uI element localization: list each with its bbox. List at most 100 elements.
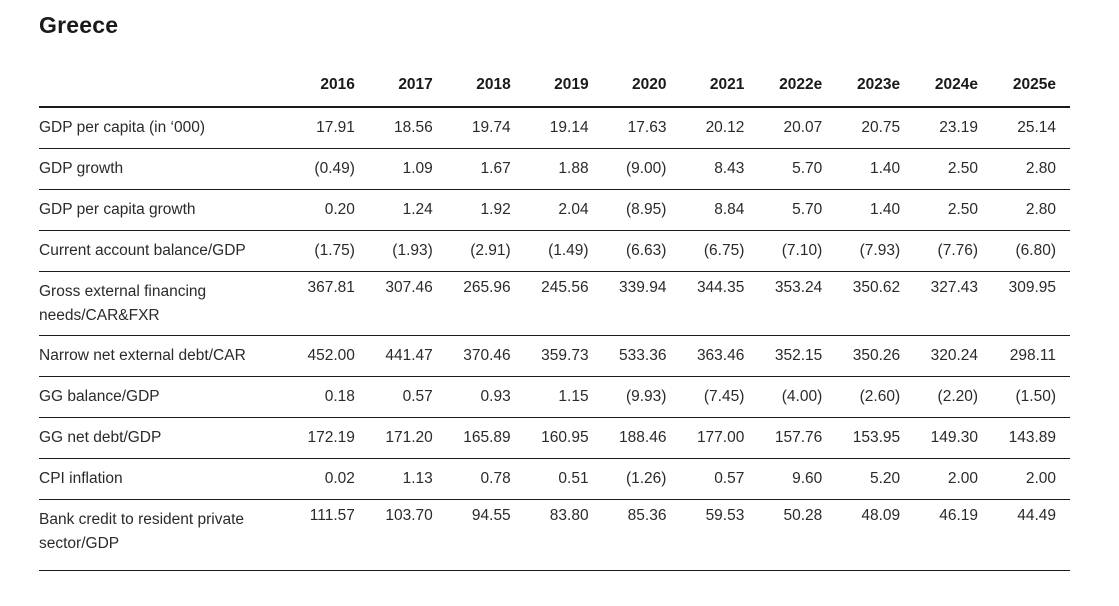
table-cell: 0.02: [291, 458, 369, 500]
row-label: Bank credit to resident private sector/G…: [39, 499, 292, 571]
table-cell: 363.46: [680, 335, 759, 377]
table-cell: 5.70: [758, 189, 837, 231]
table-cell: (8.95): [602, 189, 681, 231]
table-cell: 85.36: [602, 499, 681, 571]
table-cell: (1.50): [992, 376, 1070, 418]
table-cell: 83.80: [524, 499, 603, 571]
column-header: 2019: [524, 64, 603, 108]
table-cell: (4.00): [758, 376, 837, 418]
table-cell: 177.00: [680, 417, 759, 459]
table-cell: 46.19: [914, 499, 993, 571]
table-cell: 18.56: [368, 107, 447, 149]
table-cell: 160.95: [524, 417, 603, 459]
row-label: GG balance/GDP: [39, 376, 292, 418]
table-row: GDP per capita (in ‘000) 17.91 18.56 19.74 1…: [39, 107, 1070, 149]
table-cell: 48.09: [836, 499, 915, 571]
table-cell: 17.91: [291, 107, 369, 149]
table-cell: 5.20: [836, 458, 915, 500]
table-cell: 2.80: [992, 189, 1070, 231]
table-cell: 50.28: [758, 499, 837, 571]
column-header: 2020: [602, 64, 681, 108]
table-row: Current account balance/GDP (1.75) (1.93)(…: [39, 230, 1070, 272]
table-header-row: 2016 2017 2018 2019 2020 2021 2022e 2023e 2024e 2…: [39, 64, 1070, 108]
table-cell: 5.70: [758, 148, 837, 190]
column-header: 2025e: [992, 64, 1070, 108]
table-cell: 20.07: [758, 107, 837, 149]
row-label: Current account balance/GDP: [39, 230, 292, 272]
table-cell: 359.73: [524, 335, 603, 377]
table-cell: (2.20): [914, 376, 993, 418]
table-cell: 25.14: [992, 107, 1070, 149]
table-cell: 20.75: [836, 107, 915, 149]
table-cell: (0.49): [291, 148, 369, 190]
table-cell: 8.43: [680, 148, 759, 190]
table-cell: 265.96: [446, 271, 525, 336]
table-cell: 298.11: [992, 335, 1070, 377]
table-cell: 0.51: [524, 458, 603, 500]
table-cell: 307.46: [368, 271, 447, 336]
table-cell: 2.50: [914, 189, 993, 231]
table-cell: 111.57: [291, 499, 369, 571]
table-cell: 149.30: [914, 417, 993, 459]
table-cell: 2.00: [914, 458, 993, 500]
table-cell: (7.45): [680, 376, 759, 418]
column-header: 2018: [446, 64, 525, 108]
row-label: GG net debt/GDP: [39, 417, 292, 459]
table-cell: 1.40: [836, 189, 915, 231]
table-cell: (2.60): [836, 376, 915, 418]
table-cell: 1.92: [446, 189, 525, 231]
page-title: Greece: [39, 12, 119, 38]
table-cell: (7.93): [836, 230, 915, 272]
row-label: Gross external financing needs/CAR&FXR: [39, 271, 292, 336]
row-label: CPI inflation: [39, 458, 292, 500]
table-cell: (6.75): [680, 230, 759, 272]
table-cell: 8.84: [680, 189, 759, 231]
table-cell: 172.19: [291, 417, 369, 459]
table-cell: 143.89: [992, 417, 1070, 459]
table-cell: 157.76: [758, 417, 837, 459]
column-header: 2021: [680, 64, 759, 108]
row-label: GDP growth: [39, 148, 292, 190]
table-row: GG net debt/GDP 172.19 171.20 165.89 160.95 1…: [39, 417, 1070, 459]
table-row: Gross external financing needs/CAR&FXR 36…: [39, 271, 1070, 336]
table-cell: 2.00: [992, 458, 1070, 500]
column-header: 2024e: [914, 64, 993, 108]
table-cell: 370.46: [446, 335, 525, 377]
table-cell: 0.20: [291, 189, 369, 231]
column-header: 2023e: [836, 64, 915, 108]
table-cell: 0.78: [446, 458, 525, 500]
table-cell: 0.57: [680, 458, 759, 500]
table-row: GDP growth (0.49) 1.09 1.67 1.88 (9.00) 8.43 5.…: [39, 148, 1070, 190]
table-cell: 1.88: [524, 148, 603, 190]
table-cell: (1.49): [524, 230, 603, 272]
table-cell: 1.24: [368, 189, 447, 231]
table-cell: 59.53: [680, 499, 759, 571]
column-header-label: [39, 64, 292, 108]
table-cell: 1.15: [524, 376, 603, 418]
row-label: GDP per capita (in ‘000): [39, 107, 292, 149]
table-cell: 20.12: [680, 107, 759, 149]
row-label: Narrow net external debt/CAR: [39, 335, 292, 377]
table-cell: 2.50: [914, 148, 993, 190]
table-cell: 1.13: [368, 458, 447, 500]
table-cell: (6.80): [992, 230, 1070, 272]
table-cell: (6.63): [602, 230, 681, 272]
table-cell: 452.00: [291, 335, 369, 377]
table-row: GG balance/GDP 0.18 0.57 0.93 1.15 (9.93) (7.4…: [39, 376, 1070, 418]
table-cell: 103.70: [368, 499, 447, 571]
table-body: GDP per capita (in ‘000) 17.91 18.56 19.74 1…: [39, 107, 1070, 571]
table-cell: 2.04: [524, 189, 603, 231]
table-cell: (7.76): [914, 230, 993, 272]
row-label: GDP per capita growth: [39, 189, 292, 231]
table-cell: 9.60: [758, 458, 837, 500]
table-row: GDP per capita growth 0.20 1.24 1.92 2.04 (8.…: [39, 189, 1070, 231]
table-cell: 1.40: [836, 148, 915, 190]
table-row: CPI inflation 0.02 1.13 0.78 0.51 (1.26) 0.57 9…: [39, 458, 1070, 500]
table-cell: (1.75): [291, 230, 369, 272]
table-cell: 441.47: [368, 335, 447, 377]
table-cell: 320.24: [914, 335, 993, 377]
table-cell: 353.24: [758, 271, 837, 336]
table-row: Bank credit to resident private sector/G…: [39, 499, 1070, 571]
table-cell: 165.89: [446, 417, 525, 459]
table-cell: 350.26: [836, 335, 915, 377]
